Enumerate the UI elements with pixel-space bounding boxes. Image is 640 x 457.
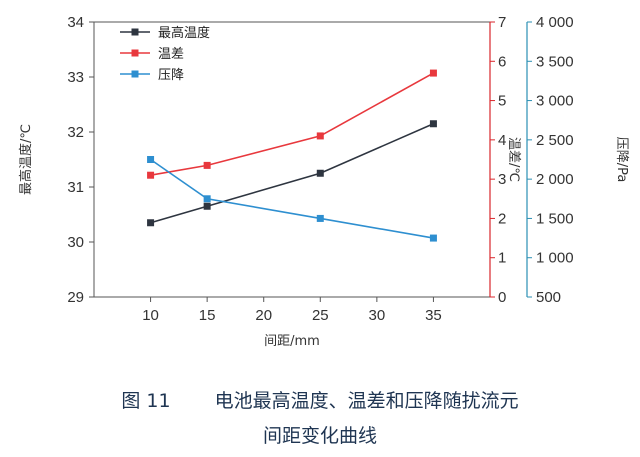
left-tick-label: 30 xyxy=(67,234,84,251)
right2-axis-label: 压降/Pa xyxy=(614,137,629,183)
right1-tick-label: 5 xyxy=(498,93,506,110)
x-tick-label: 35 xyxy=(425,307,442,324)
right2-tick-label: 3 500 xyxy=(536,53,574,70)
series-line-3 xyxy=(150,158,434,239)
legend-label: 温差 xyxy=(158,47,184,62)
data-point xyxy=(316,169,324,177)
x-tick-label: 25 xyxy=(312,307,329,324)
figure-caption-line1: 图 11 电池最高温度、温差和压降随扰流元 xyxy=(0,386,640,413)
left-tick-label: 34 xyxy=(67,14,84,31)
right2-tick-label: 1 000 xyxy=(536,250,574,267)
right1-axis-label: 温差/℃ xyxy=(506,137,521,182)
data-point xyxy=(203,202,211,210)
plot-frame xyxy=(93,21,528,298)
right1-tick-label: 7 xyxy=(498,14,506,31)
x-tick-label: 15 xyxy=(199,307,216,324)
data-point xyxy=(316,214,324,222)
right2-tick-label: 2 000 xyxy=(536,171,574,188)
data-point xyxy=(429,69,437,77)
left-tick-label: 31 xyxy=(67,179,84,196)
left-tick-label: 32 xyxy=(67,124,84,141)
legend-marker xyxy=(131,28,139,36)
legend-marker xyxy=(131,70,139,78)
right1-tick-label: 1 xyxy=(498,250,506,267)
figure-number: 图 11 xyxy=(121,390,171,412)
x-axis-label: 间距/mm xyxy=(264,334,320,349)
data-point xyxy=(203,195,211,203)
legend-label: 压降 xyxy=(158,68,184,83)
data-point xyxy=(147,171,155,179)
right1-tick-label: 3 xyxy=(498,171,506,188)
data-point xyxy=(147,219,155,227)
right1-tick-label: 6 xyxy=(498,53,506,70)
caption-text-1: 电池最高温度、温差和压降随扰流元 xyxy=(214,390,519,412)
chart: 10 15 20 25 30 35间距/mm293031323334最高温度/℃01234… xyxy=(18,14,629,349)
left-tick-label: 33 xyxy=(67,69,84,86)
right1-tick-label: 0 xyxy=(498,289,506,306)
data-point xyxy=(147,156,155,163)
data-point xyxy=(429,120,437,128)
right1-tick-label: 4 xyxy=(498,132,506,149)
left-tick-label: 29 xyxy=(67,289,84,306)
x-tick-label: 30 xyxy=(369,307,386,324)
series-line-1 xyxy=(150,123,434,224)
right2-tick-label: 3 000 xyxy=(536,93,574,110)
right2-tick-label: 2 500 xyxy=(536,132,574,149)
right2-tick-label: 4 000 xyxy=(536,14,574,31)
axes: 10 15 20 25 30 35间距/mm293031323334最高温度/℃01234… xyxy=(18,14,629,349)
series-line-2 xyxy=(150,72,434,177)
x-tick-label: 10 xyxy=(142,307,159,324)
right2-tick-label: 1 500 xyxy=(536,210,574,227)
right1-tick-label: 2 xyxy=(498,210,506,227)
data-point xyxy=(429,234,437,242)
figure-caption-line2: 间距变化曲线 xyxy=(0,421,640,448)
x-tick-label: 20 xyxy=(255,307,272,324)
series-layer xyxy=(147,69,437,242)
legend-marker xyxy=(131,49,139,57)
data-point xyxy=(316,132,324,140)
caption-text-2: 间距变化曲线 xyxy=(262,425,377,447)
data-point xyxy=(203,161,211,169)
left-axis-label: 最高温度/℃ xyxy=(18,124,34,195)
right2-tick-label: 500 xyxy=(536,289,561,306)
legend-label: 最高温度 xyxy=(158,25,210,41)
